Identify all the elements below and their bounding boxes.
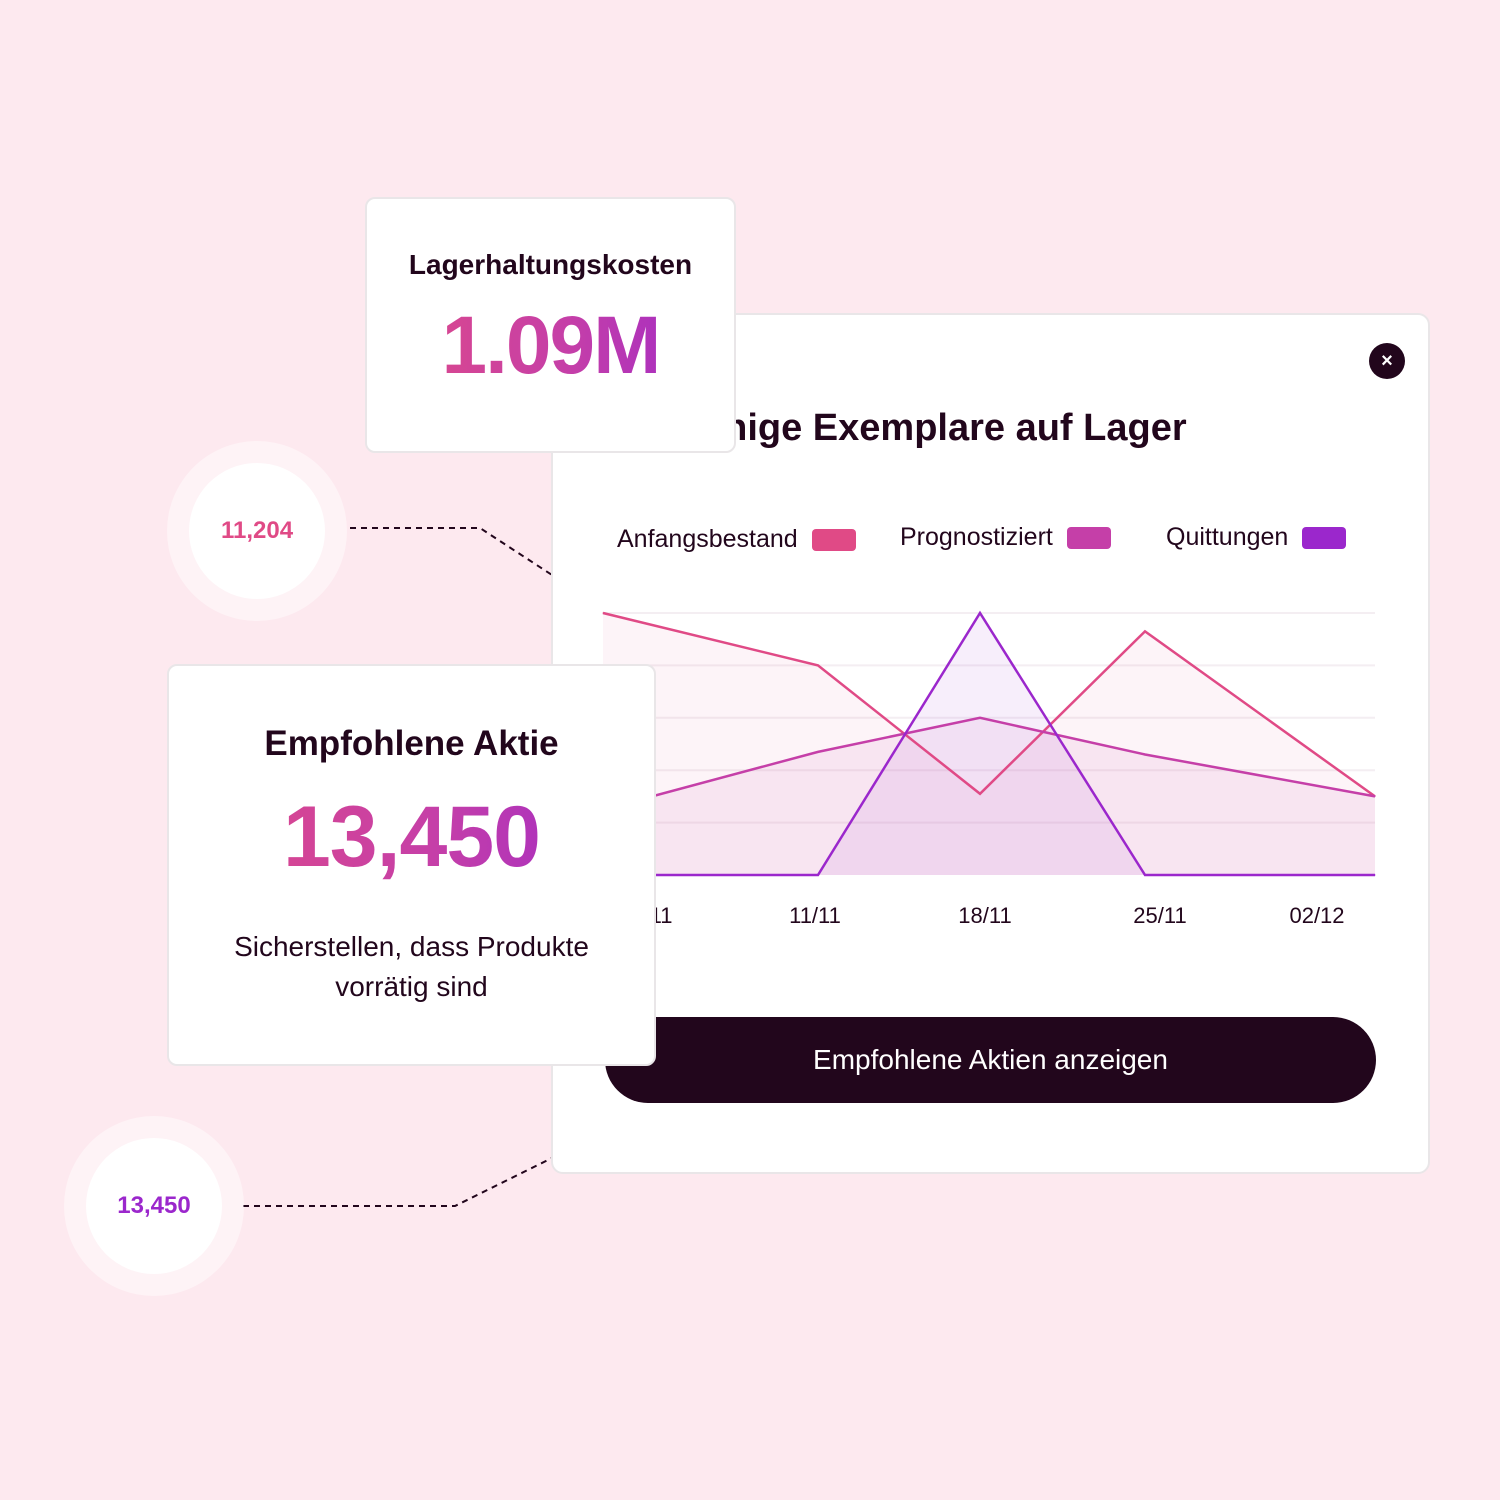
- x-tick-label: 02/12: [1289, 903, 1344, 928]
- data-point: [602, 612, 604, 614]
- data-point: [1374, 795, 1376, 797]
- data-point: [1144, 874, 1146, 876]
- series-area-prognostiziert: [603, 717, 1375, 875]
- bubble-value-bottom: 13,450: [86, 1138, 222, 1274]
- data-point: [1062, 743, 1063, 745]
- x-tick-label: 11/11: [789, 903, 841, 928]
- legend-item-quittungen: Quittungen: [1166, 523, 1347, 552]
- panel-title: enige Exemplare auf Lager: [703, 407, 1187, 449]
- legend-label: Quittungen: [1166, 523, 1289, 551]
- bubble-halo: 13,450: [64, 1116, 244, 1296]
- recommended-stock-value: 13,450: [169, 790, 654, 885]
- inventory-chart: /11 11/11 18/11 25/11 02/12: [602, 610, 1376, 928]
- legend-swatch: [811, 528, 856, 551]
- x-tick-label: 25/11: [1133, 903, 1186, 928]
- recommended-stock-label: Empfohlene Aktie: [264, 724, 559, 763]
- legend-swatch: [1302, 526, 1347, 549]
- low-stock-panel: /11 11/11 18/11 25/11 02/12 × enige Exemplar…: [551, 313, 1430, 1174]
- show-recommended-actions-button[interactable]: Empfohlene Aktien anzeigen: [605, 1017, 1376, 1103]
- bubble-halo: 11,204: [167, 441, 347, 621]
- data-point: [817, 751, 819, 753]
- bubble-value-top: 11,204: [189, 463, 325, 599]
- holding-cost-value: 1.09M: [367, 300, 734, 391]
- recommended-stock-card: Empfohlene Aktie 13,450 Sicherstellen, d…: [167, 664, 656, 1066]
- legend-item-anfangsbestand: Anfangsbestand: [617, 525, 856, 554]
- data-point: [898, 743, 900, 745]
- recommended-stock-description: Sicherstellen, dass Produkte vorrätig si…: [234, 930, 589, 1002]
- holding-cost-card: Lagerhaltungskosten 1.09M: [365, 197, 736, 453]
- legend-label: Anfangsbestand: [617, 525, 798, 553]
- data-point: [979, 612, 981, 614]
- close-icon: ×: [1381, 350, 1393, 372]
- holding-cost-label: Lagerhaltungskosten: [408, 249, 693, 280]
- x-tick-label: 18/11: [958, 903, 1011, 928]
- close-button[interactable]: ×: [1369, 343, 1405, 379]
- data-point: [1374, 874, 1376, 876]
- series-area-anfangsbestand: [603, 613, 1375, 875]
- data-point: [1144, 630, 1146, 632]
- series-area-quittungen: [603, 613, 1375, 875]
- data-point: [817, 874, 819, 876]
- data-point: [979, 717, 981, 719]
- legend-swatch: [1066, 526, 1111, 549]
- legend-label: Prognostiziert: [900, 523, 1053, 551]
- data-point: [979, 793, 981, 795]
- legend-item-prognostiziert: Prognostiziert: [900, 523, 1111, 552]
- data-point: [1144, 753, 1146, 755]
- data-point: [817, 664, 819, 666]
